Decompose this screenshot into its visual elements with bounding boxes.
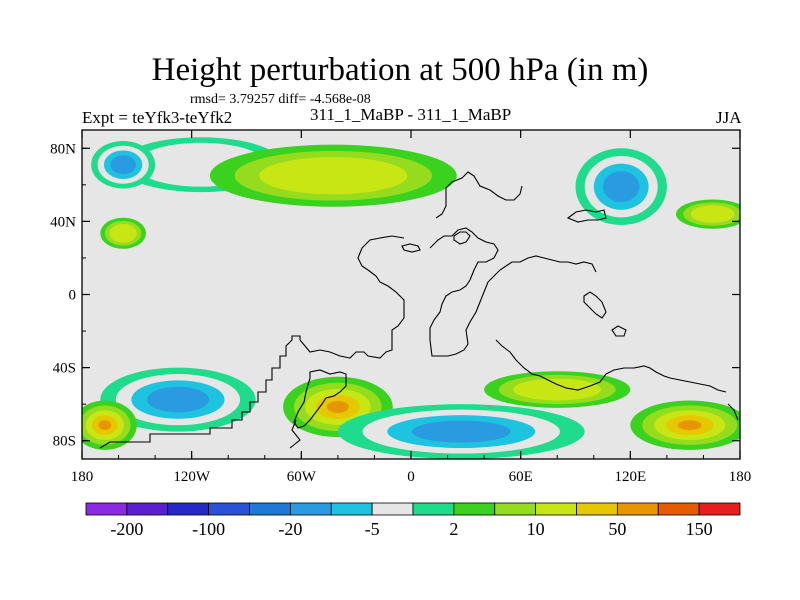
colorbar-label-6: 10 (527, 519, 545, 539)
contour-7-level-4 (146, 386, 210, 413)
colorbar-swatch-11 (494, 502, 537, 516)
contour-4-level-4 (602, 171, 640, 203)
x-tick-label-5: 60E (509, 469, 533, 485)
colorbar-label-1: -200 (110, 519, 143, 539)
colorbar-swatch-2 (126, 502, 169, 516)
x-tick-label-6: 120E (614, 469, 646, 485)
axis-tick-labels: 180 120W 60W 0 60E 120E 180 80N 40N 0 40S 80S (50, 141, 751, 485)
colorbar-swatch-7 (330, 502, 373, 516)
contour-5-level-3 (690, 205, 735, 223)
x-tick-label-1: 180 (71, 469, 94, 485)
colorbar-swatch-15 (657, 502, 700, 516)
contour-9-level-4 (411, 420, 511, 443)
contour-fill-layer (82, 137, 740, 459)
colorbar: -200 -100 -20 -5 2 10 50 150 (85, 502, 741, 539)
colorbar-swatch-6 (289, 502, 332, 516)
colorbar-swatch-4 (208, 502, 250, 516)
contour-6-level-3 (109, 223, 137, 243)
colorbar-swatch-1 (85, 502, 128, 516)
colorbar-swatch-12 (535, 502, 577, 516)
stats-label: rmsd= 3.79257 diff= -4.568e-08 (190, 92, 371, 107)
x-tick-label-7: 180 (729, 469, 752, 485)
y-tick-label-3: 0 (69, 288, 77, 304)
y-tick-label-1: 80N (50, 141, 76, 157)
contour-8-level-5 (326, 400, 349, 413)
colorbar-swatch-14 (616, 502, 659, 516)
contour-11-level-5 (677, 420, 702, 431)
colorbar-swatch-5 (249, 502, 291, 516)
colorbar-swatch-3 (167, 502, 210, 516)
x-tick-label-2: 120W (173, 469, 211, 485)
case-label: 311_1_MaBP - 311_1_MaBP (310, 105, 512, 124)
colorbar-swatch-10 (453, 502, 496, 516)
coastline (99, 171, 739, 449)
axis-ticks (81, 130, 741, 459)
plot-title: Height perturbation at 500 hPa (in m) (151, 52, 649, 88)
colorbar-label-5: 2 (449, 519, 458, 539)
colorbar-label-4: -5 (365, 519, 380, 539)
colorbar-swatch-8 (371, 502, 414, 516)
y-tick-label-2: 40N (50, 214, 76, 230)
contour-10-level-3 (513, 378, 602, 401)
colorbar-label-3: -20 (278, 519, 302, 539)
x-tick-label-3: 60W (287, 469, 317, 485)
contour-2-level-3 (259, 157, 408, 195)
y-tick-label-5: 80S (53, 434, 76, 450)
experiment-label: Expt = teYfk3-teYfk2 (82, 108, 233, 127)
colorbar-swatch-9 (412, 502, 455, 516)
colorbar-label-7: 50 (608, 519, 626, 539)
x-tick-label-4: 0 (407, 469, 415, 485)
contour-12-level-5 (98, 420, 112, 431)
colorbar-label-8: 150 (686, 519, 713, 539)
colorbar-swatch-13 (576, 502, 618, 516)
season-label: JJA (716, 108, 742, 127)
y-tick-label-4: 40S (53, 361, 76, 377)
colorbar-swatch-16 (698, 502, 741, 516)
colorbar-label-2: -100 (192, 519, 225, 539)
contour-3-level-4 (110, 155, 136, 175)
